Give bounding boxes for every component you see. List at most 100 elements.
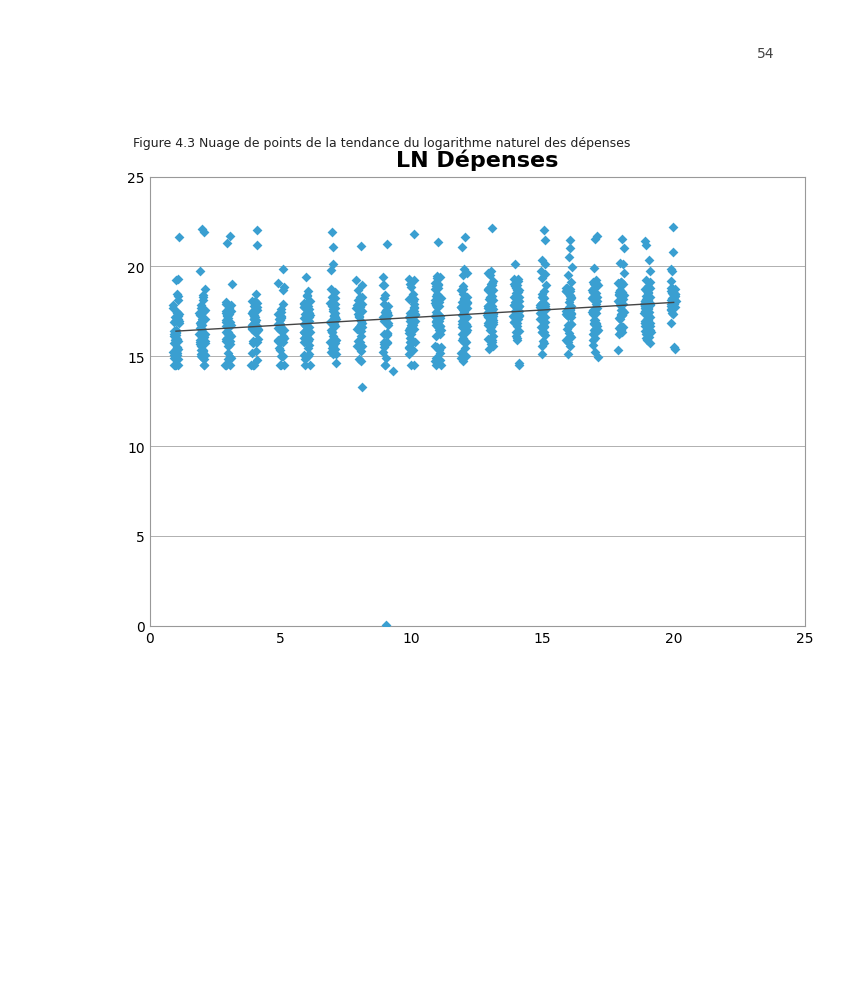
Point xyxy=(639,288,653,304)
Point xyxy=(434,340,448,356)
Point xyxy=(434,323,448,339)
Point xyxy=(302,346,316,362)
Point xyxy=(407,292,420,308)
Point xyxy=(639,292,653,308)
Point xyxy=(193,334,207,350)
Point xyxy=(455,346,468,362)
Point xyxy=(483,331,496,347)
Point xyxy=(613,288,627,304)
Point xyxy=(644,281,657,297)
Point xyxy=(591,323,604,339)
Point xyxy=(484,317,497,333)
Point xyxy=(535,271,549,287)
Point xyxy=(483,311,496,326)
Point xyxy=(402,272,416,288)
Point xyxy=(591,301,604,317)
Point xyxy=(485,221,499,237)
Point xyxy=(275,332,288,348)
Point xyxy=(247,312,260,327)
Point xyxy=(403,314,417,329)
Point xyxy=(219,315,233,330)
Point xyxy=(404,319,418,335)
Point xyxy=(639,316,653,331)
Point xyxy=(615,319,628,335)
Point xyxy=(403,321,417,337)
Point xyxy=(563,302,577,317)
Point xyxy=(247,308,260,323)
Point xyxy=(170,346,184,362)
Point xyxy=(613,283,627,299)
Point xyxy=(431,317,445,332)
Point xyxy=(273,358,287,374)
Point xyxy=(273,317,287,332)
Point xyxy=(193,326,206,342)
Point xyxy=(458,230,472,246)
Point xyxy=(297,300,311,316)
Point xyxy=(352,352,366,368)
Point xyxy=(251,318,265,334)
Point xyxy=(327,318,341,334)
Point xyxy=(402,322,416,338)
Point xyxy=(198,225,211,241)
Point xyxy=(510,308,524,323)
Point xyxy=(486,307,500,322)
Point xyxy=(167,351,181,367)
Point xyxy=(355,338,369,354)
Point xyxy=(247,309,260,324)
Point xyxy=(616,288,630,304)
Point xyxy=(561,268,574,284)
Point xyxy=(641,297,655,313)
Point xyxy=(586,317,600,333)
Point xyxy=(381,308,395,323)
Point xyxy=(300,332,314,348)
Point xyxy=(461,295,474,311)
Point xyxy=(511,273,525,289)
Point xyxy=(245,318,259,334)
Point xyxy=(169,325,183,341)
Point xyxy=(665,300,679,316)
Point xyxy=(615,285,628,301)
Point xyxy=(351,339,365,355)
Point xyxy=(324,290,338,306)
Point xyxy=(484,302,497,317)
Point xyxy=(538,277,552,293)
Point xyxy=(455,308,469,323)
Point xyxy=(355,316,369,331)
Point xyxy=(508,328,522,344)
Point xyxy=(586,274,600,290)
Point xyxy=(589,317,603,332)
Point xyxy=(616,297,630,313)
Point xyxy=(642,313,656,328)
Point xyxy=(666,286,680,302)
Point xyxy=(509,286,523,302)
Point xyxy=(378,617,392,633)
Point xyxy=(167,323,181,339)
Point xyxy=(430,299,443,315)
Point xyxy=(271,341,285,357)
Point xyxy=(664,262,678,278)
Point xyxy=(297,348,311,364)
Point xyxy=(615,233,629,248)
Point xyxy=(667,340,681,356)
Point xyxy=(223,327,236,343)
Point xyxy=(534,301,548,317)
Point xyxy=(301,348,315,364)
Point xyxy=(538,327,552,343)
Point xyxy=(455,295,469,311)
Point xyxy=(616,319,630,335)
Point xyxy=(168,316,181,331)
Point xyxy=(197,304,211,319)
Point xyxy=(586,289,600,305)
Point xyxy=(508,324,522,340)
Point xyxy=(276,349,289,365)
Point xyxy=(667,294,681,310)
Point xyxy=(456,317,470,333)
Point xyxy=(246,317,259,332)
Point xyxy=(170,339,184,355)
Point xyxy=(325,299,339,315)
Point xyxy=(275,335,288,351)
Point xyxy=(483,290,496,306)
Point xyxy=(561,334,574,350)
Point xyxy=(249,287,263,303)
Point xyxy=(303,358,317,374)
